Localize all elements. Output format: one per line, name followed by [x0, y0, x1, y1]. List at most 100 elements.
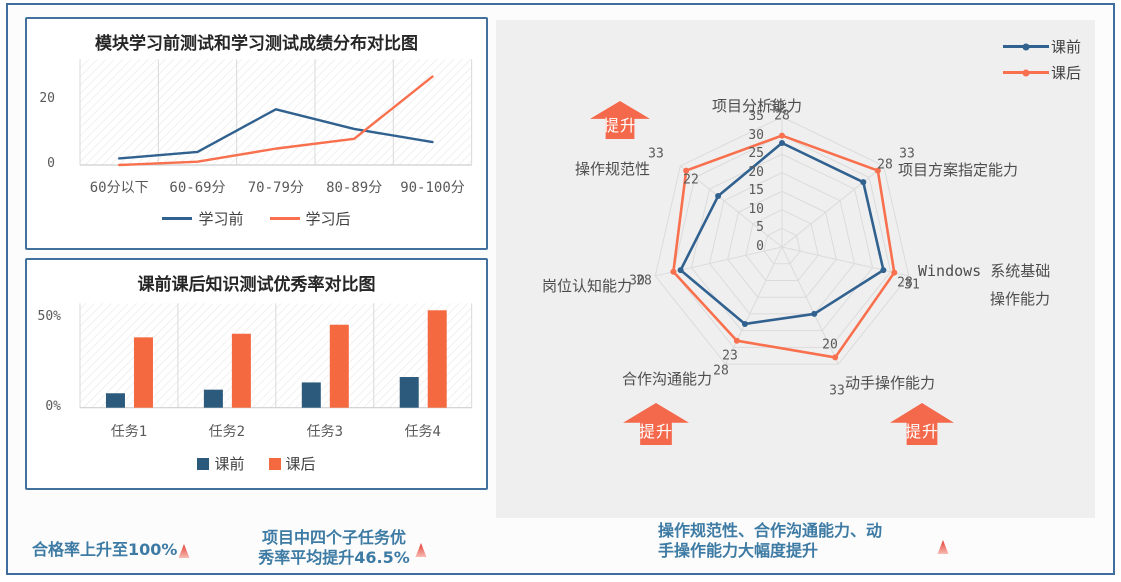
radar-value-label: 33	[899, 146, 915, 162]
x-axis-category-label: 90-100分	[400, 180, 465, 196]
x-axis-category-label: 任务3	[306, 424, 344, 440]
legend-label: 学习后	[305, 210, 351, 228]
panel-bar-chart: 课前课后知识测试优秀率对比图 50% 0% 任务1 任务2 任务3 任务4 课前 课后	[25, 258, 488, 490]
radar-series-post	[672, 134, 896, 359]
note-text: 操作规范性、合作沟通能力、动 手操作能力大幅度提升	[658, 521, 910, 561]
radar-marker	[677, 267, 684, 274]
y-axis-tick-label: 50%	[37, 308, 61, 324]
radar-spoke	[680, 165, 783, 248]
improve-arrow-label: 提升	[638, 422, 673, 441]
radar-value-label: 28	[877, 157, 893, 173]
y-axis-tick-label: 20	[39, 90, 55, 106]
note-line: 合格率上升至100%	[32, 540, 178, 559]
bar-pre	[203, 389, 223, 408]
radar-ring-label: 0	[756, 239, 764, 254]
note-text: 合格率上升至100%	[32, 540, 232, 560]
note-line: 秀率平均提升46.5%	[258, 548, 410, 567]
radar-marker	[880, 267, 887, 274]
radar-marker	[832, 354, 839, 361]
legend-item: 课前	[197, 453, 245, 474]
radar-ring	[727, 190, 837, 298]
radar-category-label: 合作沟通能力	[622, 370, 713, 388]
radar-ring	[690, 153, 874, 332]
legend-item: 学习前	[162, 208, 244, 229]
radar-category-label: Windows 系统基础	[918, 262, 1051, 280]
line-chart-plot	[79, 59, 473, 167]
radar-category-label: 操作能力	[990, 290, 1051, 308]
x-axis-category-label: 任务2	[208, 424, 246, 440]
line-chart: 20 0 60分以下 60-69分 70-79分 80-89分 90-100分 学习前 学习后	[27, 19, 486, 248]
bar-chart: 50% 0% 任务1 任务2 任务3 任务4 课前 课后	[27, 260, 486, 488]
bar-pre	[105, 393, 125, 408]
radar-ring	[654, 116, 910, 365]
radar-series-pre	[679, 141, 885, 326]
legend-square-swatch	[197, 457, 210, 470]
bar-chart-legend: 课前 课后	[27, 453, 486, 474]
radar-marker	[811, 310, 818, 317]
radar-value-label: 30	[769, 99, 785, 115]
series-post	[117, 75, 434, 167]
radar-category-label: 操作规范性	[575, 160, 651, 178]
radar-value-label: 33	[648, 146, 664, 162]
radar-spoke	[781, 246, 839, 365]
radar-value-label: 23	[722, 348, 738, 364]
radar-spoke	[781, 246, 909, 277]
summary-notes: 合格率上升至100% 项目中四个子任务优 秀率平均提升46.5% 操作规范性、合作沟通…	[0, 515, 1121, 575]
radar-ring	[763, 227, 801, 265]
radar-marker	[891, 269, 898, 276]
bar-post	[427, 310, 447, 408]
legend-label: 课后	[285, 455, 316, 473]
note-text: 项目中四个子任务优 秀率平均提升46.5%	[248, 528, 420, 568]
line-chart-legend: 学习前 学习后	[27, 208, 486, 229]
radar-ring-label: 35	[748, 109, 764, 124]
series-pre	[117, 108, 434, 160]
radar-marker	[860, 179, 867, 186]
radar-ring-label: 20	[748, 164, 764, 180]
bar-pre	[399, 377, 419, 408]
note-line: 项目中四个子任务优	[261, 528, 406, 547]
x-axis-category-label: 70-79分	[247, 180, 304, 196]
radar-category-label: 项目方案指定能力	[898, 161, 1019, 179]
radar-marker	[779, 140, 785, 146]
radar-value-label: 28	[713, 363, 729, 379]
radar-ring-label: 5	[756, 220, 764, 236]
radar-plot	[654, 116, 910, 365]
legend-item: 学习后	[269, 208, 351, 229]
radar-value-label: 20	[822, 337, 838, 353]
x-axis-category-label: 60分以下	[89, 180, 149, 196]
increase-triangle-icon	[937, 540, 949, 554]
radar-value-label: 28	[774, 108, 790, 124]
note-line: 手操作能力大幅度提升	[658, 541, 819, 560]
legend-square-swatch	[268, 457, 281, 470]
radar-ring-label: 25	[748, 146, 764, 162]
radar-legend-item: 课前	[1003, 36, 1081, 57]
legend-line-swatch	[162, 217, 193, 220]
increase-triangle-icon	[415, 543, 427, 557]
radar-marker	[779, 132, 785, 139]
x-axis-category-label: 任务1	[110, 424, 148, 440]
radar-ring-label: 30	[748, 127, 764, 143]
line-chart-title: 模块学习前测试和学习测试成绩分布对比图	[95, 34, 418, 54]
bar-post	[231, 333, 251, 408]
radar-marker	[715, 193, 722, 200]
legend-line-swatch	[269, 217, 300, 220]
improve-arrow-label: 提升	[904, 422, 939, 441]
radar-marker	[733, 337, 740, 344]
radar-category-label: 项目分析能力	[711, 97, 803, 115]
y-axis-tick-label: 0%	[45, 398, 61, 414]
radar-ring-label: 10	[748, 201, 764, 217]
bar-chart-plot	[79, 303, 473, 409]
radar-marker	[874, 167, 881, 174]
note-line: 操作规范性、合作沟通能力、动	[658, 521, 883, 540]
radar-value-label: 30	[629, 273, 645, 289]
radar-legend-item: 课后	[1003, 62, 1081, 83]
legend-item: 课后	[268, 453, 316, 474]
radar-marker	[741, 320, 748, 327]
radar-spoke	[655, 246, 783, 277]
radar-ring	[709, 172, 855, 315]
legend-label: 学习前	[198, 210, 244, 228]
legend-label: 课前	[1051, 38, 1082, 56]
radar-spoke	[781, 165, 884, 248]
legend-label: 课前	[214, 455, 245, 473]
panel-line-chart: 模块学习前测试和学习测试成绩分布对比图 20 0 60分以下 60-69分 70-79分…	[25, 17, 488, 250]
